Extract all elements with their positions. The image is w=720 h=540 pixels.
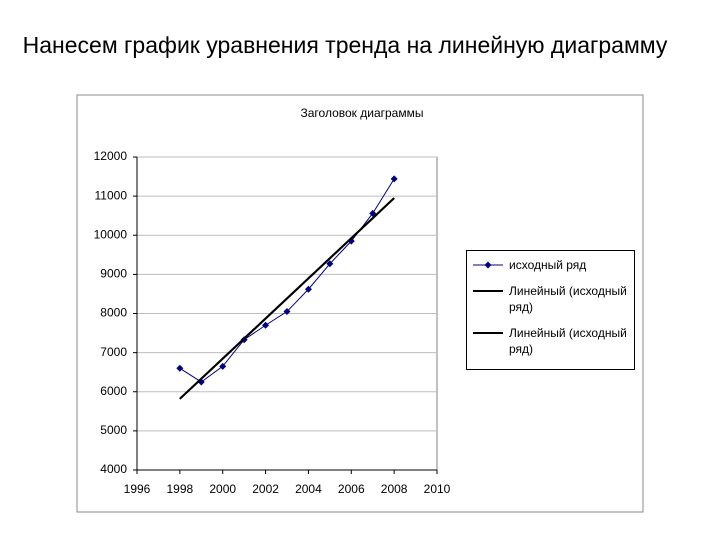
legend-swatch (473, 332, 503, 334)
slide-heading: Нанесем график уравнения тренда на линей… (22, 32, 668, 58)
y-tick-label: 10000 (94, 227, 128, 241)
y-tick-label: 8000 (100, 306, 127, 320)
x-tick-label: 2010 (424, 482, 451, 496)
data-point (176, 364, 184, 372)
data-point (262, 321, 270, 329)
series-line (179, 197, 395, 400)
x-tick-label: 2006 (338, 482, 365, 496)
chart-title: Заголовок диаграммы (301, 106, 424, 120)
legend-marker (484, 261, 492, 269)
x-tick-label: 2004 (295, 482, 322, 496)
legend-label: исходный ряд (509, 258, 587, 272)
data-point (219, 362, 227, 370)
data-point (304, 285, 312, 293)
y-tick-label: 5000 (100, 423, 127, 437)
y-tick-label: 4000 (100, 462, 127, 476)
data-point (390, 175, 398, 183)
x-tick-label: 2002 (252, 482, 279, 496)
legend: исходный ряд Линейный (исходный ряд) Линей… (466, 250, 635, 370)
x-tick-label: 2000 (209, 482, 236, 496)
y-tick-label: 12000 (94, 149, 128, 163)
data-point (369, 209, 377, 217)
legend-label: Линейный (исходный ряд) (509, 284, 627, 314)
data-point (326, 260, 334, 268)
x-tick-label: 2008 (381, 482, 408, 496)
legend-item: Линейный (исходный ряд) (471, 283, 630, 315)
x-tick-label: 1998 (167, 482, 194, 496)
legend-item: Линейный (исходный ряд) (471, 325, 630, 357)
legend-item: исходный ряд (471, 257, 630, 273)
x-tick-label: 1996 (124, 482, 151, 496)
y-tick-label: 6000 (100, 384, 127, 398)
legend-swatch (473, 290, 503, 292)
y-tick-label: 9000 (100, 267, 127, 281)
data-point (283, 308, 291, 316)
y-tick-label: 11000 (95, 188, 128, 202)
legend-label: Линейный (исходный ряд) (509, 326, 627, 356)
y-tick-label: 7000 (100, 345, 127, 359)
legend-swatch (473, 261, 503, 269)
